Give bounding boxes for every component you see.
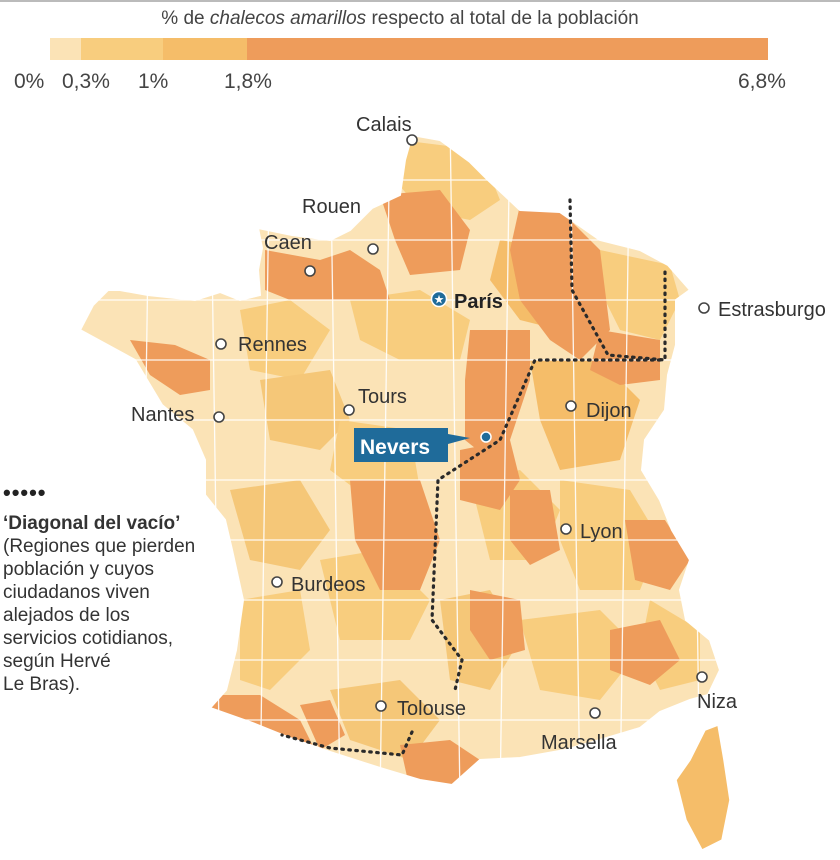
diagonal-line-south — [280, 730, 414, 757]
calais-marker — [406, 134, 418, 146]
paris-marker — [430, 290, 448, 308]
dijon-label: Dijon — [586, 400, 632, 422]
tolouse-label: Tolouse — [397, 698, 466, 720]
diagonal-line-center — [430, 358, 662, 692]
annotation-line: ciudadanos viven — [3, 582, 150, 603]
estrasburgo-marker — [698, 302, 710, 314]
legend-tick-2: 1% — [138, 70, 169, 93]
legend-tick-3: 1,8% — [224, 70, 272, 93]
nevers-marker — [480, 431, 492, 443]
caen-label: Caen — [264, 232, 312, 254]
annotation-line: población y cuyos — [3, 559, 155, 580]
legend-color-scale — [50, 38, 768, 60]
legend-tick-0: 0% — [14, 70, 45, 93]
dijon-marker — [565, 400, 577, 412]
lyon-marker — [560, 523, 572, 535]
nevers-callout-box — [354, 428, 470, 462]
burdeos-marker — [271, 576, 283, 588]
legend-title: % de chalecos amarillos respecto al tota… — [161, 8, 639, 29]
legend-tick-4: 6,8% — [738, 70, 786, 93]
annotation-line: según Hervé — [3, 651, 111, 672]
paris-label: París — [454, 291, 503, 313]
caen-marker — [304, 265, 316, 277]
annotation-line: alejados de los — [3, 605, 130, 626]
legend-tick-1: 0,3% — [62, 70, 110, 93]
tours-label: Tours — [358, 386, 407, 408]
burdeos-label: Burdeos — [291, 574, 366, 596]
legend-swatch-0 — [50, 38, 81, 60]
estrasburgo-label: Estrasburgo — [718, 299, 826, 321]
rennes-marker — [215, 338, 227, 350]
annotation-title: ‘Diagonal del vacío’ — [3, 513, 181, 534]
dotted-line-key: ••••• — [3, 480, 47, 505]
tolouse-marker — [375, 700, 387, 712]
niza-marker — [696, 671, 708, 683]
legend-swatch-3 — [247, 38, 768, 60]
niza-label: Niza — [697, 691, 738, 713]
diagonal-line-northeast — [568, 198, 667, 362]
nevers-label: Nevers — [360, 436, 430, 459]
legend-swatch-2 — [163, 38, 247, 60]
marsella-marker — [589, 707, 601, 719]
corsica — [675, 723, 731, 851]
rennes-label: Rennes — [238, 334, 307, 356]
legend-swatch-1 — [81, 38, 163, 60]
department-borders — [80, 135, 720, 785]
annotation-line: (Regiones que pierden — [3, 536, 196, 557]
top-rule — [0, 0, 840, 2]
rouen-label: Rouen — [302, 196, 361, 218]
nantes-label: Nantes — [131, 404, 194, 426]
nantes-marker — [213, 411, 225, 423]
lyon-label: Lyon — [580, 521, 623, 543]
diagonal-annotation: ••••• ‘Diagonal del vacío’ (Regiones que… — [3, 480, 248, 696]
marsella-label: Marsella — [541, 732, 617, 754]
star-icon: ★ — [434, 293, 445, 307]
calais-label: Calais — [356, 114, 412, 136]
rouen-marker — [367, 243, 379, 255]
annotation-line: Le Bras). — [3, 674, 81, 695]
annotation-line: servicios cotidianos, — [3, 628, 174, 649]
tours-marker — [343, 404, 355, 416]
france-outline — [78, 133, 722, 787]
